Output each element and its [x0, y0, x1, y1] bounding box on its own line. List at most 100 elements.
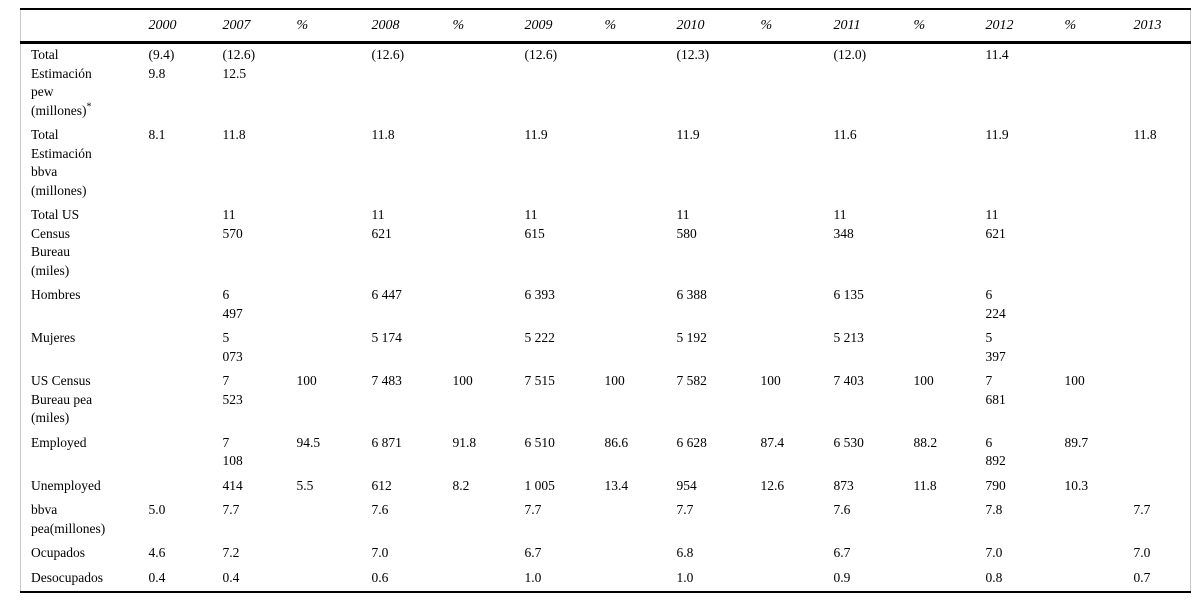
data-cell: [297, 567, 372, 593]
data-cell: [453, 567, 525, 593]
data-cell: [761, 43, 834, 125]
data-cell: [605, 43, 677, 125]
data-cell: 87.4: [760, 434, 785, 450]
data-cell: 88.2: [913, 434, 938, 450]
data-cell: 7 108: [222, 434, 243, 469]
row-label: Mujeres: [21, 327, 149, 370]
data-cell: [1134, 475, 1191, 500]
data-cell: [1065, 542, 1134, 567]
percent-header: %: [913, 9, 986, 44]
data-cell: [1065, 327, 1134, 370]
data-cell: 11 580: [676, 207, 697, 241]
data-cell: 7.2: [222, 545, 240, 560]
data-cell: 6 628: [676, 434, 707, 450]
table-row: Mujeres 5 073 5 174 5 222 5 192 5 213 5 397: [21, 327, 1191, 370]
data-cell: [1065, 284, 1134, 327]
data-cell: 6.7: [833, 545, 851, 560]
row-label: Employed: [21, 432, 149, 475]
data-cell: 6 510: [524, 434, 555, 450]
percent-header: %: [1064, 9, 1134, 44]
row-label: Ocupados: [21, 542, 149, 567]
data-cell: 100: [604, 373, 625, 388]
data-cell: 6.7: [524, 545, 542, 560]
data-cell: 1.0: [676, 569, 694, 585]
data-cell: [1134, 327, 1191, 370]
data-cell: 11 621: [371, 207, 392, 241]
data-cell: [453, 124, 525, 204]
data-cell: [1065, 499, 1134, 542]
table-row: Total Estimación bbva (millones) 8.1 11.8 1…: [21, 124, 1191, 204]
data-cell: 100: [913, 373, 934, 388]
percent-header: %: [760, 9, 834, 44]
data-cell: 5.0: [148, 502, 166, 517]
data-cell: [605, 327, 677, 370]
row-label: Total Estimación pew (millones)*: [21, 43, 149, 125]
data-cell: [914, 567, 986, 593]
table-row: Total US Census Bureau (miles) 11 570 11 6…: [21, 204, 1191, 284]
data-cell: 11.8: [1133, 127, 1157, 142]
data-cell: [149, 432, 223, 475]
data-cell: [761, 499, 834, 542]
year-header: 2010: [676, 9, 761, 44]
data-cell: 7.0: [371, 545, 389, 560]
row-label-text: Ocupados: [31, 545, 85, 560]
data-cell: 1.0: [524, 569, 542, 585]
year-header: 2009: [524, 9, 605, 44]
data-cell: [605, 499, 677, 542]
data-cell: 11 621: [985, 207, 1006, 241]
data-cell: [297, 204, 372, 284]
data-cell: 0.4: [148, 569, 166, 585]
data-cell: 7 582: [676, 373, 707, 388]
data-cell: [761, 204, 834, 284]
data-cell: (12.6): [371, 47, 405, 62]
data-cell: 6 393: [524, 287, 555, 302]
year-header: 2012: [985, 9, 1065, 44]
data-cell: 11 615: [524, 207, 545, 241]
year-header: 2008: [371, 9, 453, 44]
data-cell: 7.7: [524, 502, 542, 517]
data-cell: 5 192: [676, 330, 707, 345]
data-cell: 7.7: [1133, 502, 1151, 517]
data-cell: [149, 284, 223, 327]
row-label-text: Desocupados: [31, 569, 103, 585]
data-cell: [297, 43, 372, 125]
data-cell: 7.6: [371, 502, 389, 517]
data-cell: 8.1: [148, 127, 166, 142]
data-cell: 5 213: [833, 330, 864, 345]
data-cell: 10.3: [1064, 477, 1089, 493]
percent-header: %: [452, 9, 525, 44]
row-label-text: Mujeres: [31, 330, 76, 345]
data-cell: 4.6: [148, 545, 166, 560]
data-cell: 11.8: [222, 127, 246, 142]
data-cell: [1065, 567, 1134, 593]
percent-header: %: [604, 9, 677, 44]
data-cell: 7.7: [676, 502, 694, 517]
data-cell: [1134, 432, 1191, 475]
data-cell: 11.8: [371, 127, 395, 142]
data-cell: [914, 204, 986, 284]
data-cell: 6 497: [222, 287, 243, 321]
data-cell: [914, 284, 986, 327]
data-cell: [297, 284, 372, 327]
row-label-text: Employed: [31, 434, 87, 450]
data-cell: 5 222: [524, 330, 555, 345]
data-cell: 12.6: [760, 477, 785, 493]
data-cell: 5 174: [371, 330, 402, 345]
data-cell: 11.4: [985, 47, 1009, 62]
data-cell: 7.8: [985, 502, 1003, 517]
table-row: Ocupados 4.6 7.2 7.0 6.7 6.8 6.7 7.0 7.0: [21, 542, 1191, 567]
data-cell: [453, 284, 525, 327]
data-cell: [761, 567, 834, 593]
data-cell: 89.7: [1064, 434, 1089, 450]
data-cell: 7.6: [833, 502, 851, 517]
data-cell: 100: [452, 373, 473, 388]
data-cell: (12.6) 12.5: [222, 47, 256, 81]
table-row: bbva pea(millones) 5.0 7.7 7.6 7.7 7.7 7.6 7.8 7…: [21, 499, 1191, 542]
data-cell: 11.8: [913, 477, 937, 493]
table-row: Unemployed 414 5.5 612 8.2 1 005 13.4 954 12.6 87…: [21, 475, 1191, 500]
data-cell: 11 570: [222, 207, 243, 241]
data-cell: 7 681: [985, 373, 1006, 407]
data-cell: [453, 43, 525, 125]
data-cell: (12.3): [676, 47, 710, 62]
data-cell: [149, 370, 223, 432]
